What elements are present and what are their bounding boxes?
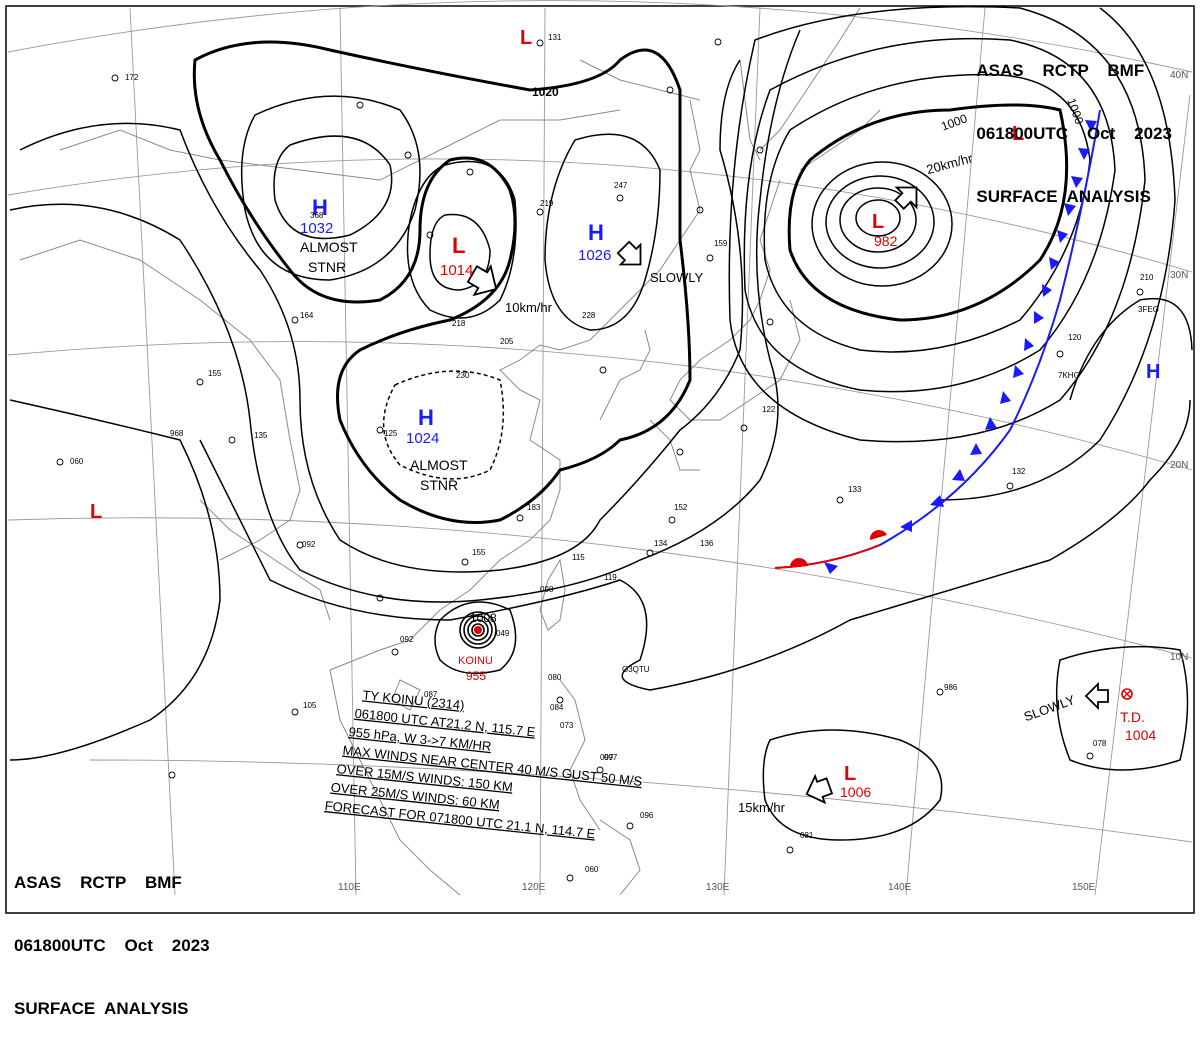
low-1014-symbol: L bbox=[452, 233, 465, 258]
high-1032-value: 1032 bbox=[300, 220, 333, 237]
td-pressure: 1004 bbox=[1125, 727, 1156, 743]
lon-label-130e: 130E bbox=[706, 882, 730, 893]
station-code-label: 3FEG bbox=[1138, 305, 1159, 314]
header-top-line-1: ASAS RCTP BMF bbox=[976, 60, 1172, 81]
motion-label-1006: 15km/hr bbox=[738, 800, 786, 815]
station-code-label: 164 bbox=[300, 311, 314, 320]
station-code-label: 119 bbox=[604, 573, 617, 582]
low-982-value: 982 bbox=[874, 233, 898, 249]
station-code-label: 219 bbox=[540, 199, 554, 208]
lon-label-120e: 120E bbox=[522, 882, 546, 893]
station-code-label: 968 bbox=[170, 429, 184, 438]
station-code-label: 228 bbox=[582, 311, 596, 320]
station-code-label: 183 bbox=[527, 503, 541, 512]
station-code-label: 078 bbox=[1093, 739, 1107, 748]
station-code-label: 098 bbox=[540, 585, 554, 594]
lon-label-110e: 110E bbox=[338, 882, 361, 893]
station-code-label: 122 bbox=[762, 405, 776, 414]
station-code-label: 205 bbox=[500, 337, 514, 346]
station-code-label: 092 bbox=[302, 540, 316, 549]
td-label: T.D. bbox=[1120, 709, 1145, 725]
station-code-label: 172 bbox=[125, 73, 139, 82]
typhoon-pressure: 955 bbox=[466, 669, 486, 683]
header-bottom: ASAS RCTP BMF 061800UTC Oct 2023 SURFACE… bbox=[14, 830, 210, 1040]
high-1032-note-1: ALMOST bbox=[300, 239, 358, 255]
station-code-label: 155 bbox=[472, 548, 486, 557]
station-code-label: 133 bbox=[848, 485, 862, 494]
high-1026-value: 1026 bbox=[578, 247, 611, 264]
station-code-label: 230 bbox=[456, 371, 470, 380]
high-1024-symbol: H bbox=[418, 405, 434, 430]
low-1014-value: 1014 bbox=[440, 262, 473, 279]
station-code-label: 210 bbox=[1140, 273, 1154, 282]
low-west-symbol: L bbox=[90, 501, 102, 523]
station-code-label: G3QTU bbox=[622, 665, 650, 674]
station-code-label: 060 bbox=[585, 865, 599, 874]
station-code-label: 131 bbox=[548, 33, 562, 42]
station-code-label: 096 bbox=[640, 811, 654, 820]
station-code-label: 152 bbox=[674, 503, 688, 512]
station-code-label: 097 bbox=[604, 753, 618, 762]
station-code-label: 081 bbox=[800, 831, 814, 840]
low-1006-symbol: L bbox=[844, 763, 856, 785]
station-code-label: 132 bbox=[1012, 467, 1026, 476]
station-code-label: 115 bbox=[572, 553, 585, 562]
low-north-symbol: L bbox=[520, 27, 532, 49]
header-top-line-2: 061800UTC Oct 2023 bbox=[976, 123, 1172, 144]
high-1032-note-2: STNR bbox=[308, 259, 346, 275]
low-982-symbol: L bbox=[872, 211, 884, 233]
header-top: ASAS RCTP BMF 061800UTC Oct 2023 SURFACE… bbox=[976, 18, 1172, 228]
header-bottom-line-1: ASAS RCTP BMF bbox=[14, 872, 210, 893]
high-1024-value: 1024 bbox=[406, 430, 439, 447]
station-code-label: 049 bbox=[496, 629, 510, 638]
lat-label-20n: 20N bbox=[1170, 460, 1188, 471]
station-code-label: 120 bbox=[1068, 333, 1082, 342]
station-code-label: 080 bbox=[548, 673, 562, 682]
station-code-label: 084 bbox=[550, 703, 564, 712]
station-code-label: 368 bbox=[310, 211, 324, 220]
high-1024-note-2: STNR bbox=[420, 477, 458, 493]
low-1006-value: 1006 bbox=[840, 784, 871, 800]
motion-label-1026: SLOWLY bbox=[650, 270, 704, 285]
typhoon-name: KOINU bbox=[458, 655, 493, 667]
station-code-label: 986 bbox=[944, 683, 958, 692]
station-code-label: 092 bbox=[400, 635, 414, 644]
station-code-label: 159 bbox=[714, 239, 728, 248]
high-east-symbol: H bbox=[1146, 361, 1160, 383]
motion-label-1014: 10km/hr bbox=[505, 300, 553, 315]
isobar-label-1008: 1008 bbox=[470, 611, 497, 625]
station-code-label: 060 bbox=[70, 457, 84, 466]
lon-label-150e: 150E bbox=[1072, 882, 1096, 893]
station-code-label: 125 bbox=[384, 429, 398, 438]
high-1026-symbol: H bbox=[588, 220, 604, 245]
lat-label-30n: 30N bbox=[1170, 270, 1188, 281]
header-top-line-3: SURFACE ANALYSIS bbox=[976, 186, 1172, 207]
station-code-label: 134 bbox=[654, 539, 668, 548]
header-bottom-line-3: SURFACE ANALYSIS bbox=[14, 998, 210, 1019]
header-bottom-line-2: 061800UTC Oct 2023 bbox=[14, 935, 210, 956]
isobar-label-1020: 1020 bbox=[532, 85, 559, 99]
station-code-label: 247 bbox=[614, 181, 628, 190]
station-code-label: 7KHG bbox=[1058, 371, 1080, 380]
lat-label-40n: 40N bbox=[1170, 70, 1188, 81]
lat-label-10n: 10N bbox=[1170, 652, 1188, 663]
station-code-label: 135 bbox=[254, 431, 268, 440]
lon-label-140e: 140E bbox=[888, 882, 912, 893]
station-code-label: 087 bbox=[424, 690, 438, 699]
typhoon-center-icon bbox=[474, 626, 482, 634]
station-code-label: 136 bbox=[700, 539, 714, 548]
station-code-label: 073 bbox=[560, 721, 574, 730]
station-code-label: 155 bbox=[208, 369, 222, 378]
station-code-label: 105 bbox=[303, 701, 317, 710]
station-code-label: 218 bbox=[452, 319, 466, 328]
high-1024-note-1: ALMOST bbox=[410, 457, 468, 473]
